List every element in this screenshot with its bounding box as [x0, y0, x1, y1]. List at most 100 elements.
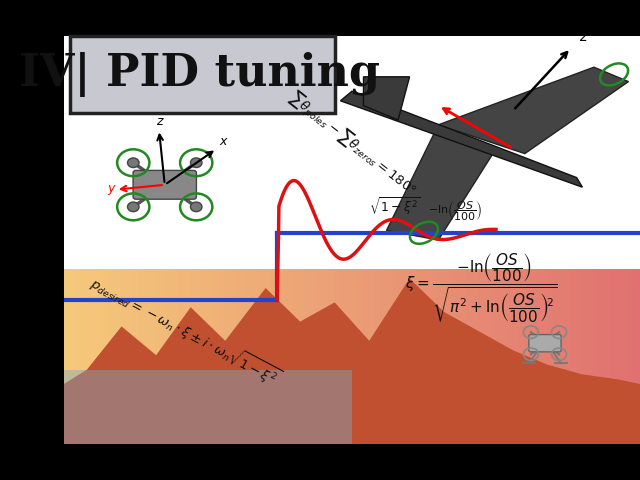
Bar — [605, 269, 611, 444]
Bar — [64, 269, 70, 444]
Circle shape — [127, 202, 139, 212]
Bar — [306, 269, 312, 444]
Bar — [329, 269, 335, 444]
Bar — [582, 269, 588, 444]
Polygon shape — [64, 0, 640, 36]
Bar — [340, 269, 346, 444]
Bar — [127, 269, 133, 444]
Bar — [450, 269, 456, 444]
Bar — [536, 269, 542, 444]
FancyBboxPatch shape — [133, 170, 196, 199]
Bar — [565, 269, 571, 444]
Bar — [99, 269, 104, 444]
Polygon shape — [64, 444, 640, 480]
Bar — [323, 269, 329, 444]
Bar — [479, 269, 484, 444]
Bar — [496, 269, 502, 444]
Bar — [277, 269, 283, 444]
Bar — [571, 269, 577, 444]
Bar — [214, 269, 220, 444]
Polygon shape — [387, 125, 496, 240]
Bar — [335, 269, 340, 444]
Bar — [375, 269, 381, 444]
Bar — [381, 269, 387, 444]
FancyBboxPatch shape — [529, 335, 561, 352]
Circle shape — [191, 158, 202, 168]
Bar — [185, 269, 191, 444]
Bar — [191, 269, 196, 444]
Bar — [634, 269, 640, 444]
Bar — [208, 269, 214, 444]
Bar — [294, 269, 300, 444]
Polygon shape — [64, 278, 640, 444]
Circle shape — [191, 202, 202, 212]
Polygon shape — [340, 91, 582, 187]
Bar — [358, 269, 364, 444]
Text: $\sqrt{1 - \xi^2}$: $\sqrt{1 - \xi^2}$ — [369, 195, 421, 217]
Bar — [502, 269, 508, 444]
Bar — [283, 269, 289, 444]
Bar — [433, 269, 438, 444]
Bar — [542, 269, 548, 444]
Bar — [231, 269, 237, 444]
Bar — [70, 269, 76, 444]
Bar — [410, 269, 415, 444]
Text: $\sum\theta_{poles} - \sum\theta_{zeros} = 180°$: $\sum\theta_{poles} - \sum\theta_{zeros}… — [284, 87, 420, 201]
Text: y: y — [107, 182, 115, 195]
Polygon shape — [64, 36, 640, 269]
Bar — [456, 269, 461, 444]
Bar — [352, 269, 358, 444]
Bar — [254, 269, 260, 444]
Bar — [628, 269, 634, 444]
Bar — [398, 269, 404, 444]
Bar — [444, 269, 450, 444]
Bar — [168, 269, 173, 444]
Bar — [594, 269, 600, 444]
Bar — [421, 269, 427, 444]
Bar — [317, 269, 323, 444]
Bar — [490, 269, 496, 444]
Text: z: z — [156, 115, 163, 128]
Bar — [392, 269, 398, 444]
Bar — [81, 269, 87, 444]
Bar — [525, 269, 531, 444]
Bar — [271, 269, 277, 444]
Bar — [300, 269, 306, 444]
Bar — [554, 269, 559, 444]
Bar — [600, 269, 605, 444]
Bar — [76, 269, 81, 444]
Bar — [467, 269, 473, 444]
Bar — [519, 269, 525, 444]
Bar — [173, 269, 179, 444]
Bar — [508, 269, 513, 444]
Bar — [243, 269, 248, 444]
Text: $\xi = \dfrac{-\ln\!\left(\dfrac{OS}{100}\right)}{\sqrt{\pi^2 + \ln\!\left(\dfra: $\xi = \dfrac{-\ln\!\left(\dfrac{OS}{100… — [405, 251, 558, 325]
Bar — [93, 269, 99, 444]
Bar — [427, 269, 433, 444]
Bar — [122, 269, 127, 444]
Bar — [156, 269, 162, 444]
Bar — [611, 269, 617, 444]
Bar — [196, 269, 202, 444]
Bar — [266, 269, 271, 444]
Bar — [260, 269, 266, 444]
Text: $-\ln\!\left(\dfrac{OS}{100}\right)$: $-\ln\!\left(\dfrac{OS}{100}\right)$ — [428, 200, 483, 223]
Bar — [484, 269, 490, 444]
Bar — [387, 269, 392, 444]
Bar — [133, 269, 139, 444]
Polygon shape — [364, 77, 410, 120]
Text: $p_{desired} = -\omega_n \cdot \xi \pm i \cdot \omega_n \sqrt{1 - \xi^2}$: $p_{desired} = -\omega_n \cdot \xi \pm i… — [86, 271, 284, 392]
Bar — [220, 269, 225, 444]
Bar — [588, 269, 594, 444]
Bar — [548, 269, 554, 444]
Bar — [289, 269, 294, 444]
Text: z: z — [579, 30, 587, 44]
Bar — [559, 269, 565, 444]
Bar — [531, 269, 536, 444]
Polygon shape — [64, 370, 352, 444]
Bar — [404, 269, 410, 444]
Bar — [237, 269, 243, 444]
Bar — [415, 269, 421, 444]
Bar — [438, 269, 444, 444]
FancyBboxPatch shape — [70, 36, 335, 113]
